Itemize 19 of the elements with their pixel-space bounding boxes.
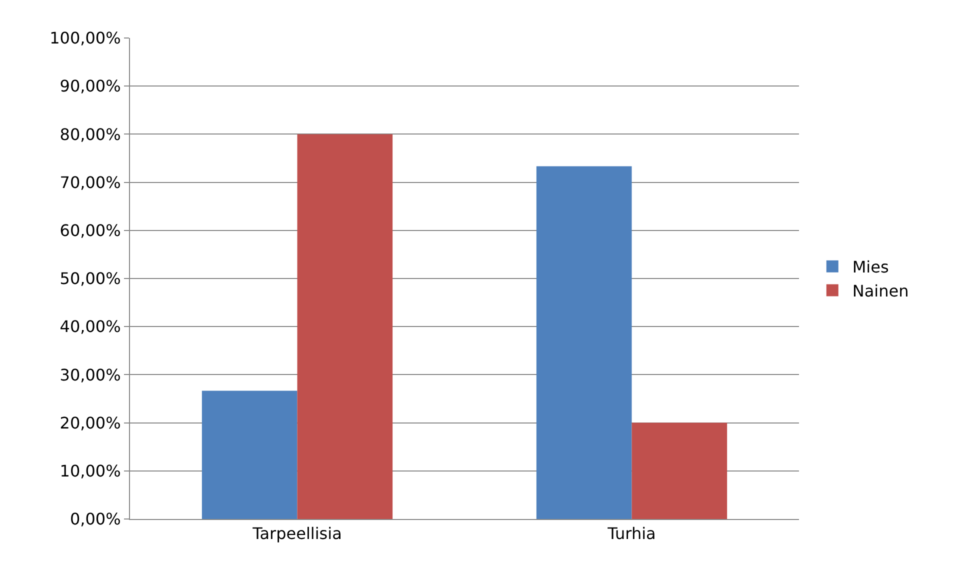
x-tick-label: Turhia — [606, 524, 656, 544]
y-tick-label: 50,00% — [60, 269, 121, 288]
bar — [202, 390, 298, 519]
legend-label: Mies — [852, 258, 889, 277]
bar — [632, 422, 728, 519]
y-tick-label: 100,00% — [50, 28, 121, 48]
y-tick-label: 80,00% — [60, 124, 121, 144]
y-tick-label: 70,00% — [60, 172, 121, 192]
y-tick-label: 40,00% — [60, 317, 121, 336]
y-tick-label: 90,00% — [60, 76, 121, 96]
bar — [297, 134, 393, 519]
x-tick-label: Tarpeellisia — [252, 524, 342, 544]
y-tick-label: 0,00% — [70, 510, 121, 529]
y-tick-label: 20,00% — [60, 413, 121, 432]
y-tick-label: 10,00% — [60, 462, 121, 480]
y-tick-label: 60,00% — [60, 221, 121, 240]
bar — [536, 166, 632, 519]
y-tick-label: 30,00% — [60, 365, 121, 384]
legend-label: Nainen — [852, 281, 909, 300]
